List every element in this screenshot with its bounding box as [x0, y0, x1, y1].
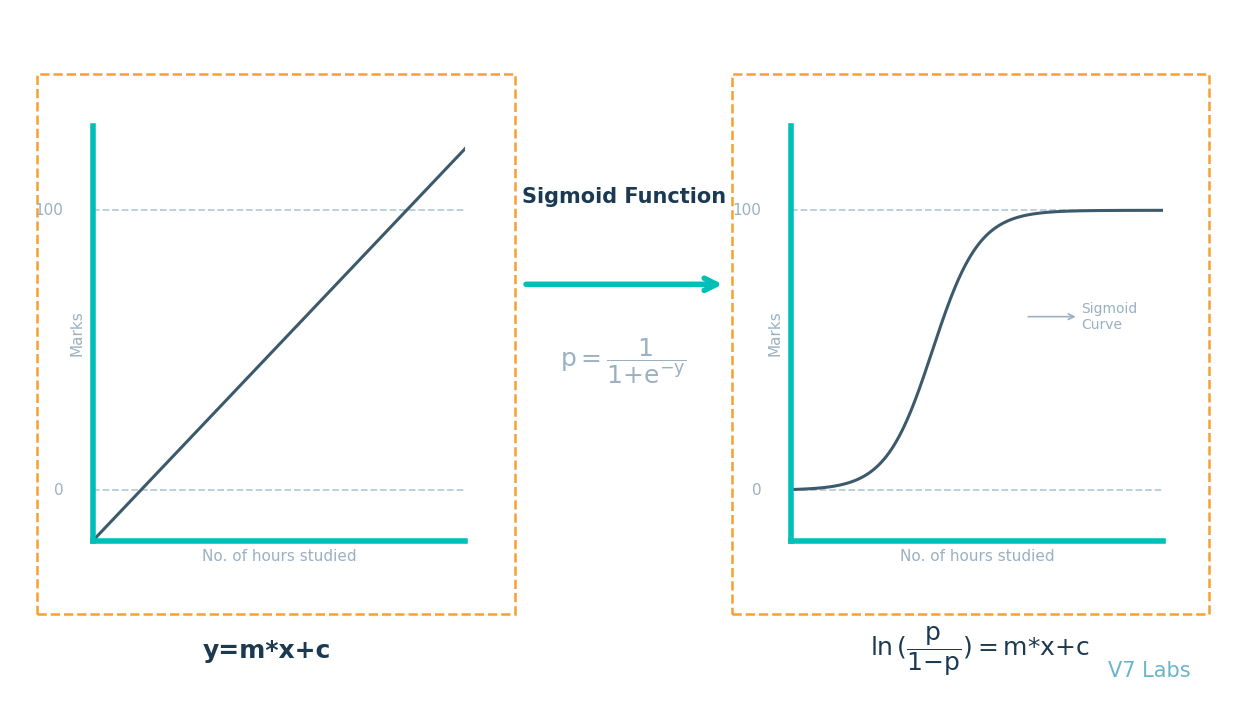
Text: Sigmoid Function: Sigmoid Function: [522, 187, 725, 206]
Y-axis label: Marks: Marks: [69, 310, 84, 357]
Text: 100: 100: [35, 203, 63, 218]
Text: $\mathrm{p{=}\dfrac{1}{1{+}e^{-y}}}$: $\mathrm{p{=}\dfrac{1}{1{+}e^{-y}}}$: [560, 337, 687, 386]
Text: $\mathrm{ln\,(\dfrac{p}{1{-}p}){=}m{*}x{+}c}$: $\mathrm{ln\,(\dfrac{p}{1{-}p}){=}m{*}x{…: [869, 625, 1090, 678]
Text: V7 Labs: V7 Labs: [1107, 661, 1190, 681]
Text: 100: 100: [733, 203, 761, 218]
Text: Sigmoid
Curve: Sigmoid Curve: [1028, 302, 1137, 332]
Y-axis label: Marks: Marks: [768, 310, 782, 357]
Text: 0: 0: [53, 483, 63, 498]
X-axis label: No. of hours studied: No. of hours studied: [900, 549, 1054, 564]
Text: y=m*x+c: y=m*x+c: [202, 640, 331, 663]
X-axis label: No. of hours studied: No. of hours studied: [202, 549, 356, 564]
Text: 0: 0: [751, 483, 761, 498]
